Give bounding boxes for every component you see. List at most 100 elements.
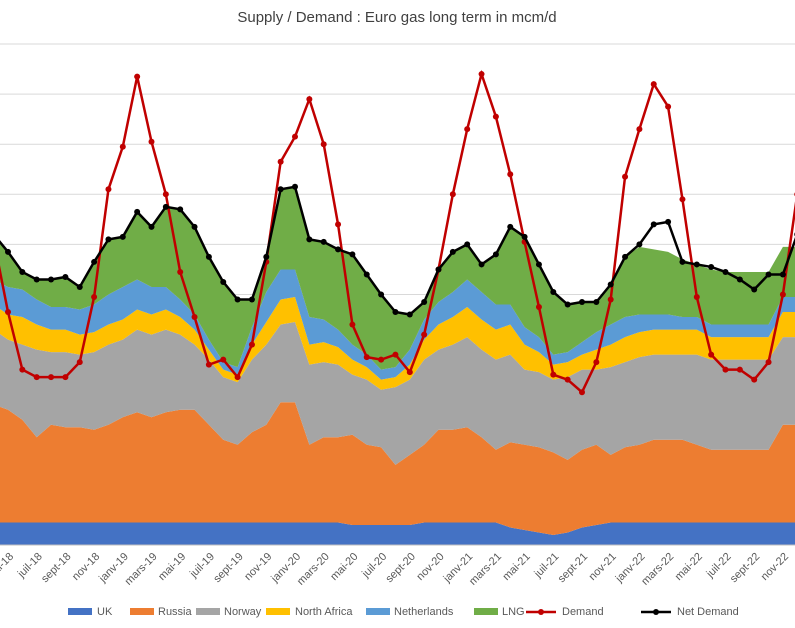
line-marker <box>33 374 40 381</box>
line-marker <box>679 196 686 203</box>
line-marker <box>306 96 313 103</box>
x-tick-label: nov-19 <box>242 551 274 583</box>
line-marker <box>335 246 342 253</box>
line-marker <box>378 291 385 298</box>
line-marker <box>579 299 585 306</box>
line-marker <box>779 271 786 278</box>
line-marker <box>779 291 786 298</box>
area <box>0 402 795 535</box>
line-marker <box>119 233 126 240</box>
x-tick-label: mai-20 <box>328 551 360 583</box>
x-tick-label: sept-22 <box>728 551 762 585</box>
line-marker <box>119 143 126 150</box>
line-marker <box>507 171 514 178</box>
line-marker <box>449 248 456 255</box>
line-marker <box>492 251 499 258</box>
line-marker <box>306 236 313 243</box>
line-marker <box>478 71 485 78</box>
line-marker <box>392 309 399 316</box>
line-marker <box>105 186 112 193</box>
line-marker <box>134 73 141 80</box>
line-marker <box>191 223 198 230</box>
line-marker <box>593 299 600 306</box>
line-marker <box>105 236 112 243</box>
legend-swatch <box>196 608 220 615</box>
line-marker <box>248 341 255 348</box>
line-marker <box>449 191 456 198</box>
legend-swatch <box>130 608 154 615</box>
legend-label: North Africa <box>295 606 353 618</box>
line-marker <box>665 218 672 225</box>
line-marker <box>464 241 471 248</box>
line-marker <box>492 113 499 120</box>
line-marker <box>693 294 700 301</box>
line-marker <box>435 266 442 273</box>
line-marker <box>751 376 758 383</box>
line-marker <box>263 253 270 260</box>
line-marker <box>693 261 700 268</box>
x-tick-label: mars-22 <box>639 551 676 588</box>
line-marker <box>679 258 686 265</box>
x-tick-label: sept-21 <box>556 551 590 585</box>
line-marker <box>76 359 83 366</box>
line-marker <box>421 299 428 306</box>
line-marker <box>162 203 169 210</box>
legend-swatch <box>474 608 498 615</box>
line-marker <box>277 186 284 193</box>
line-marker <box>62 273 69 280</box>
x-tick-label: sept-18 <box>39 551 73 585</box>
line-marker <box>650 81 657 88</box>
line-marker <box>349 251 356 258</box>
line-marker <box>406 369 413 376</box>
line-marker <box>5 248 11 255</box>
line-marker <box>177 268 184 275</box>
line-marker <box>191 314 198 321</box>
legend-label: Russia <box>158 606 193 618</box>
line-marker <box>76 283 83 290</box>
line-marker <box>622 253 629 260</box>
line-marker <box>62 374 69 381</box>
x-tick-label: mars-20 <box>295 551 332 588</box>
line-marker <box>48 276 55 283</box>
line-marker <box>708 263 715 270</box>
line-marker <box>406 311 413 318</box>
line-marker <box>421 331 428 338</box>
line-marker <box>19 268 26 275</box>
line-marker <box>248 296 255 303</box>
line-marker <box>392 351 399 358</box>
line-marker <box>708 351 715 358</box>
line-marker <box>550 288 557 295</box>
x-tick-label: nov-18 <box>70 551 102 583</box>
legend-swatch <box>68 608 92 615</box>
line-marker <box>5 309 11 316</box>
line-marker <box>205 361 212 368</box>
x-tick-label: mars-19 <box>123 551 160 588</box>
legend-swatch <box>653 609 659 615</box>
line-marker <box>148 138 155 145</box>
line-marker <box>292 183 298 190</box>
line-marker <box>220 356 227 363</box>
line-marker <box>535 304 542 311</box>
line-marker <box>650 221 657 228</box>
line-marker <box>292 133 298 140</box>
line-marker <box>751 286 758 293</box>
area <box>0 186 795 370</box>
x-tick-label: nov-22 <box>759 551 791 583</box>
line-marker <box>162 191 169 198</box>
line-marker <box>636 126 643 133</box>
line-marker <box>736 276 743 283</box>
line-marker <box>550 371 557 378</box>
x-tick-label: mai-22 <box>673 551 705 583</box>
line-marker <box>478 261 485 268</box>
x-tick-label: mai-18 <box>0 551 16 583</box>
line-marker <box>722 268 729 275</box>
legend-swatch <box>538 609 544 615</box>
line-marker <box>622 173 629 180</box>
legend-swatch <box>366 608 390 615</box>
line-marker <box>134 208 141 215</box>
line-marker <box>593 359 600 366</box>
area <box>0 297 795 390</box>
line-marker <box>148 223 155 230</box>
